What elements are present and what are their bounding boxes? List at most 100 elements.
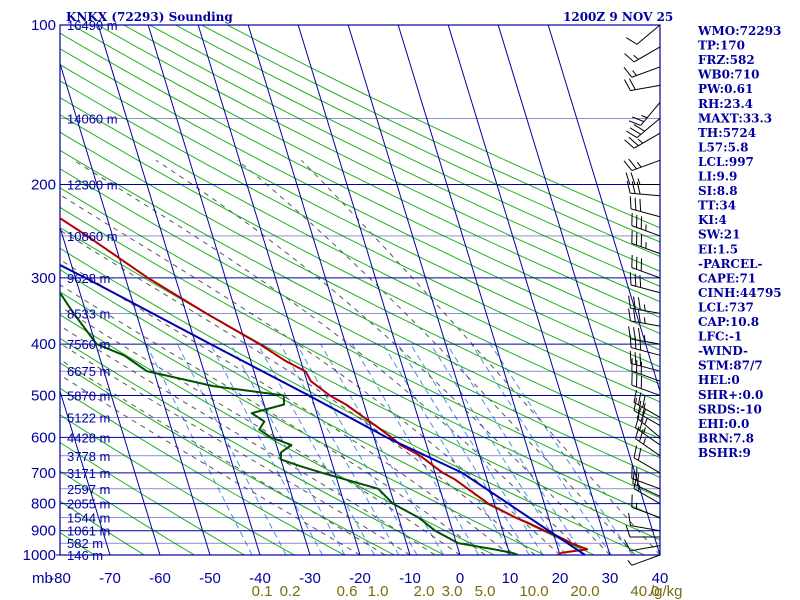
- index-item: WMO:72293: [697, 24, 781, 38]
- wind-barb-flag: [633, 296, 636, 310]
- height-label: 10860 m: [67, 229, 118, 244]
- wind-barb-flag: [628, 78, 636, 90]
- dry-adiabat: [60, 206, 660, 520]
- wind-barb-half-flag: [643, 335, 646, 342]
- height-label: 4428 m: [67, 430, 110, 445]
- index-item: CAPE:71: [698, 271, 756, 285]
- wind-barb-flag: [629, 196, 632, 209]
- temperature-tick-label: -40: [249, 570, 271, 587]
- wind-barb-flag: [628, 326, 631, 339]
- wind-barb-flag: [629, 272, 632, 285]
- pressure-tick-label: 700: [31, 465, 56, 482]
- dry-adiabat: [60, 314, 496, 555]
- wind-barb: [634, 426, 661, 457]
- index-item: LI:9.9: [698, 170, 737, 184]
- height-label: 16490 m: [67, 18, 118, 33]
- plot-frame: [59, 24, 661, 556]
- wind-barb: [625, 172, 660, 186]
- wind-barb-flag: [625, 172, 631, 185]
- dry-adiabat: [200, 25, 660, 243]
- wind-barb-half-flag: [644, 418, 648, 425]
- wind-barb: [626, 180, 661, 197]
- dry-adiabat: [174, 25, 660, 257]
- wind-barb-staff: [631, 384, 661, 396]
- wind-barb: [625, 524, 660, 538]
- wind-barb-flag: [633, 327, 636, 340]
- wind-barb: [631, 254, 661, 279]
- temperature-tick-label: -80: [49, 570, 71, 587]
- wind-barb: [633, 389, 661, 418]
- wind-barb-flag: [634, 273, 637, 287]
- index-item: PW:0.61: [698, 82, 753, 96]
- wind-barb-half-flag: [632, 70, 637, 76]
- moist-adiabat: [60, 229, 536, 555]
- wind-barb-half-flag: [636, 161, 642, 168]
- temperature-tick-label: -20: [349, 570, 371, 587]
- mixing-ratio-line: [210, 343, 323, 555]
- wind-barb-flag: [634, 415, 640, 428]
- wind-barb-staff: [630, 525, 661, 532]
- isotherm: [297, 25, 461, 555]
- wind-barb-flag: [639, 418, 644, 431]
- dry-adiabat: [60, 168, 660, 478]
- index-item: LFC:-1: [698, 330, 742, 344]
- mixing-ratio-label: 5.0: [475, 583, 496, 600]
- wind-barb: [625, 117, 661, 139]
- wind-barb-flag: [628, 308, 631, 322]
- wind-barb-flag: [628, 120, 641, 126]
- index-item: STM:87/7: [698, 359, 763, 373]
- moist-adiabat: [60, 284, 486, 555]
- temperature-tick-label: 40: [652, 570, 669, 587]
- height-label: 14060 m: [67, 111, 118, 126]
- index-item: EI:1.5: [698, 242, 738, 256]
- moist-adiabat: [60, 342, 411, 555]
- index-item: TH:5724: [698, 126, 756, 140]
- pressure-tick-label: 800: [31, 496, 56, 513]
- height-label: 9628 m: [67, 271, 110, 286]
- wind-barb: [634, 415, 661, 446]
- isotherm: [547, 25, 660, 393]
- index-item: BRN:7.8: [698, 431, 754, 445]
- height-label: 582 m: [67, 536, 103, 551]
- dry-adiabat: [60, 337, 446, 555]
- isotherm: [60, 61, 211, 555]
- wind-barb-flag: [629, 350, 632, 364]
- temperature-tick-label: -50: [199, 570, 221, 587]
- pressure-tick-label: 1000: [23, 547, 56, 564]
- isotherm: [497, 25, 660, 555]
- wind-barbs: [623, 24, 661, 566]
- moist-adiabat: [301, 159, 660, 555]
- wind-barb-flag: [628, 158, 637, 170]
- dry-adiabat: [60, 387, 346, 555]
- pressure-unit-label: mb: [32, 570, 53, 587]
- wind-barb: [631, 358, 661, 382]
- pressure-tick-label: 600: [31, 429, 56, 446]
- dry-adiabat: [60, 32, 660, 335]
- dry-adiabat: [60, 131, 660, 440]
- wind-barb: [628, 308, 661, 327]
- index-item: SHR+:0.0: [698, 388, 763, 402]
- moist-adiabat: [60, 325, 436, 555]
- mixing-ratio-line: [446, 343, 585, 555]
- wind-barb-flag: [633, 309, 636, 322]
- dry-adiabat: [60, 48, 660, 351]
- index-item: HEL:0: [698, 373, 740, 387]
- wind-barb: [631, 494, 661, 519]
- dry-adiabat: [60, 291, 546, 555]
- wind-barb: [631, 212, 661, 237]
- mixing-ratio-label: 0.6: [337, 583, 358, 600]
- wind-barb-flag: [633, 398, 638, 411]
- wind-barb: [628, 326, 661, 345]
- dry-adiabat: [148, 25, 660, 272]
- index-item: RH:23.4: [698, 97, 753, 111]
- wind-barb-flag: [633, 445, 638, 459]
- wind-barb-half-flag: [637, 178, 641, 185]
- temperature-tick-label: -70: [99, 570, 121, 587]
- mixing-ratio-label: 10.0: [519, 583, 548, 600]
- wind-barb-flag: [625, 524, 631, 538]
- dry-adiabat: [60, 441, 246, 555]
- height-label: 2055 m: [67, 497, 110, 512]
- temperature-tick-label: -10: [399, 570, 421, 587]
